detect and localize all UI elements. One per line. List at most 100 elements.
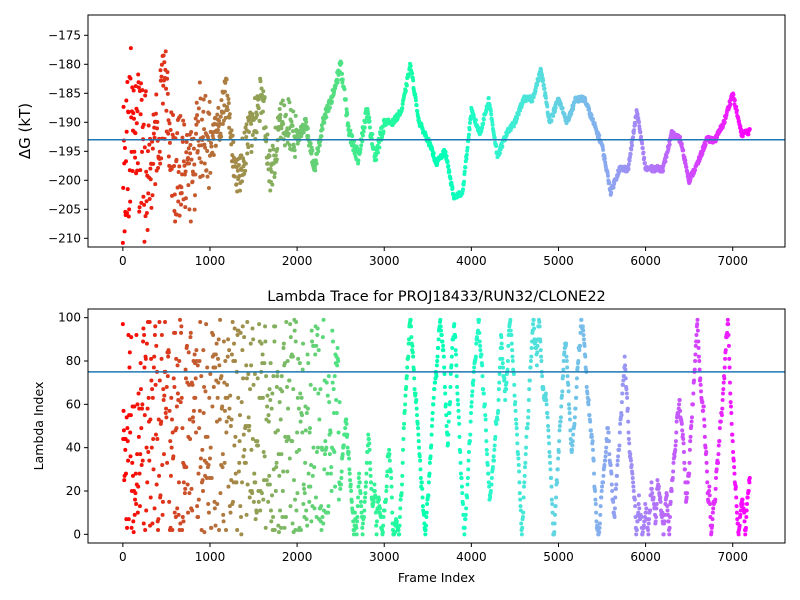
dg-point <box>664 155 669 160</box>
dg-point <box>271 147 276 152</box>
dg-point <box>180 172 185 177</box>
lambda-point <box>493 434 498 439</box>
lambda-point <box>608 463 613 467</box>
dg-point <box>290 129 295 134</box>
lambda-point <box>552 530 557 535</box>
lambda-point <box>528 365 533 370</box>
lambda-point <box>349 499 354 504</box>
lambda-point <box>566 382 571 387</box>
lambda-point <box>671 460 676 465</box>
lambda-point <box>270 391 275 396</box>
lambda-point <box>367 460 372 465</box>
lambda-point <box>466 467 471 472</box>
lambda-point <box>583 354 588 359</box>
lambda-point <box>261 478 266 483</box>
lambda-point <box>230 320 235 324</box>
lambda-point <box>276 452 281 457</box>
lambda-point <box>356 495 361 500</box>
lambda-point <box>597 525 602 530</box>
lambda-point <box>478 343 483 348</box>
dg-point <box>400 106 405 111</box>
lambda-point <box>206 502 211 506</box>
lambda-point <box>285 469 290 474</box>
lambda-point <box>316 445 321 450</box>
lambda-point <box>567 406 572 411</box>
lambda-point <box>179 395 184 400</box>
dg-point <box>535 82 540 87</box>
lambda-point <box>269 406 274 411</box>
lambda-point <box>222 460 227 465</box>
lambda-point <box>127 365 132 370</box>
x-tick-label: 5000 <box>543 254 574 268</box>
dg-point <box>530 99 535 104</box>
lambda-point <box>713 486 718 491</box>
lambda-point <box>716 460 721 465</box>
dg-point <box>237 188 242 193</box>
lambda-point <box>459 476 464 480</box>
lambda-point <box>374 519 379 524</box>
lambda-point <box>419 480 424 485</box>
lambda-point <box>523 452 528 457</box>
lambda-point <box>464 506 469 511</box>
dg-point <box>215 128 220 133</box>
lambda-point <box>440 339 445 344</box>
lambda-point <box>293 497 298 502</box>
lambda-point <box>299 395 304 400</box>
lambda-point <box>307 426 312 431</box>
lambda-point <box>248 387 253 392</box>
lambda-point <box>488 495 493 500</box>
dg-point <box>679 141 684 146</box>
lambda-point <box>695 322 700 327</box>
lambda-point <box>378 506 383 511</box>
dg-point <box>275 147 280 152</box>
dg-point <box>280 98 285 103</box>
lambda-point <box>318 387 323 392</box>
dg-point <box>667 142 672 147</box>
lambda-point <box>163 411 168 415</box>
dg-point <box>310 148 315 153</box>
lambda-point <box>509 341 514 346</box>
dg-point <box>489 112 494 117</box>
dg-point <box>144 169 149 174</box>
lambda-point <box>263 339 268 344</box>
lambda-point <box>460 502 465 506</box>
lambda-point <box>668 499 673 504</box>
lambda-point <box>307 499 312 504</box>
lambda-point <box>280 489 285 493</box>
lambda-point <box>556 456 561 461</box>
dg-point <box>189 157 194 162</box>
dg-point <box>220 122 225 127</box>
dg-point <box>734 108 739 113</box>
lambda-point <box>517 491 522 496</box>
lambda-point <box>630 476 635 480</box>
dg-point <box>184 140 189 145</box>
dg-point <box>246 145 251 150</box>
lambda-point <box>233 434 238 439</box>
lambda-point <box>477 317 482 322</box>
dg-point <box>540 73 545 78</box>
lambda-point <box>143 356 148 361</box>
dg-point <box>546 113 551 118</box>
lambda-point <box>436 346 441 350</box>
lambda-point <box>291 478 296 483</box>
dg-point <box>188 143 193 148</box>
lambda-point <box>183 376 188 381</box>
lambda-point <box>133 471 138 476</box>
lambda-point <box>336 359 341 363</box>
lambda-point <box>275 428 280 433</box>
lambda-point <box>205 434 210 439</box>
lambda-point <box>623 376 628 381</box>
lambda-point <box>137 504 142 509</box>
lambda-point <box>409 335 414 340</box>
lambda-point <box>523 460 528 465</box>
lambda-point <box>512 393 517 398</box>
lambda-point <box>267 482 272 487</box>
dg-point <box>258 79 263 84</box>
dg-point <box>250 112 255 117</box>
lambda-point <box>374 532 379 537</box>
lambda-point <box>539 354 544 359</box>
lambda-point <box>212 499 217 504</box>
y-tick-label: −185 <box>48 86 81 100</box>
dg-point <box>163 49 168 54</box>
lambda-point <box>693 352 698 357</box>
